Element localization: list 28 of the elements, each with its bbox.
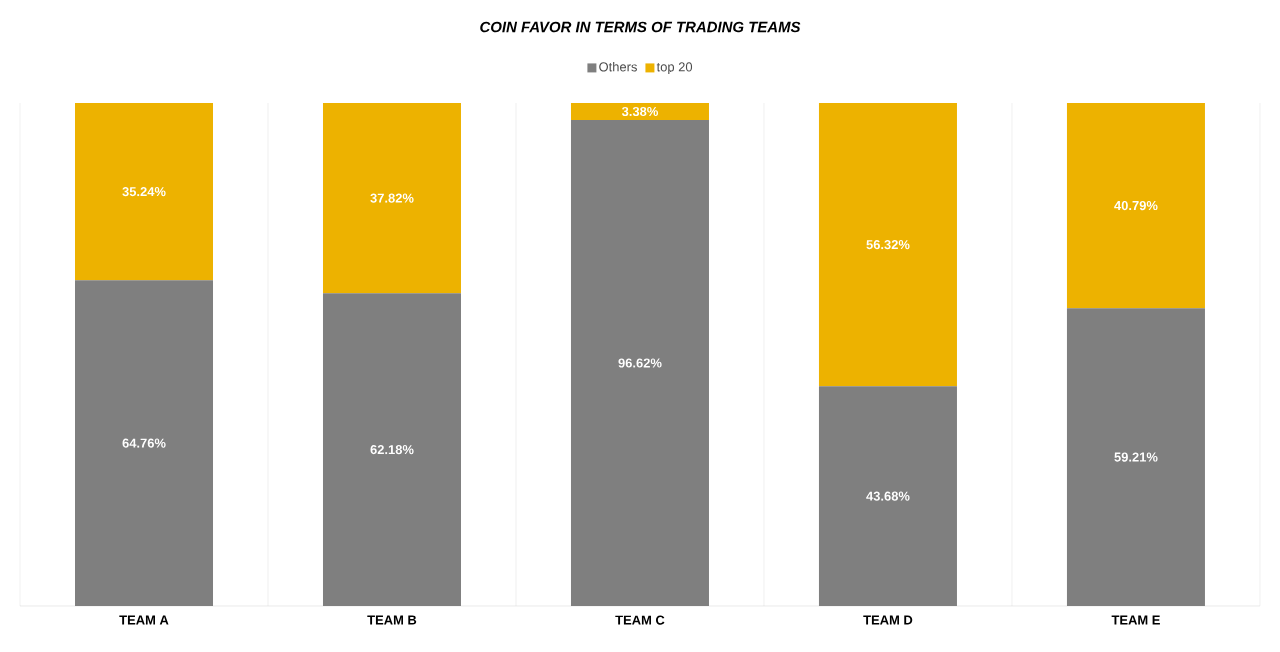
data-label: 3.38% [621, 106, 658, 117]
data-label: 59.21% [1114, 452, 1158, 462]
data-label: 96.62% [618, 358, 662, 368]
bar [75, 102, 213, 281]
bar [818, 386, 957, 606]
data-label: 56.32% [866, 240, 910, 250]
x-tick-label: TEAM D [863, 615, 913, 625]
data-label: 35.24% [122, 187, 166, 197]
data-label: 43.68% [866, 491, 910, 501]
chart-title: COIN FAVOR IN TERMS OF TRADING TEAMS [480, 21, 801, 33]
x-tick-label: TEAM C [615, 615, 665, 625]
data-label: 64.76% [122, 438, 166, 448]
bar [1066, 102, 1205, 309]
bar [322, 102, 461, 294]
data-label: 62.18% [370, 445, 414, 455]
data-label: 40.79% [1114, 200, 1158, 211]
bar [570, 119, 709, 606]
bar [1066, 308, 1205, 606]
x-tick-label: TEAM E [1111, 615, 1160, 625]
bar [818, 102, 957, 387]
bar [322, 293, 461, 606]
x-tick-label: TEAM A [119, 615, 169, 625]
bar [570, 102, 709, 120]
x-tick-label: TEAM B [367, 615, 417, 625]
bar [75, 280, 213, 606]
data-label: 37.82% [370, 193, 414, 203]
legend-label: Others [599, 61, 637, 72]
legend-label: top 20 [656, 62, 693, 75]
